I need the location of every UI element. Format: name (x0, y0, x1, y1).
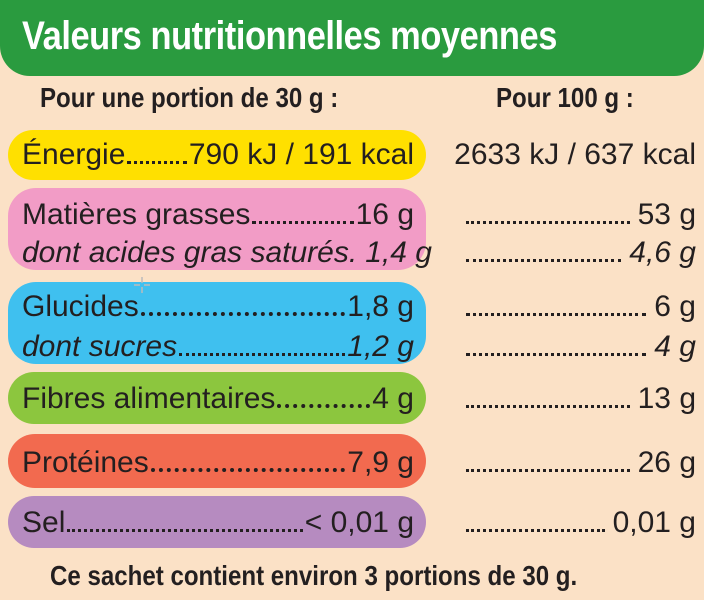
row-fibre: Fibres alimentaires 4 g (22, 376, 414, 416)
table-title: Valeurs nutritionnelles moyennes (22, 14, 557, 58)
row-salt: Sel < 0,01 g (22, 500, 414, 540)
row-per100-value: 4,6 g (629, 236, 696, 269)
row-energy-per100: 2633 kJ / 637 kcal (454, 132, 696, 172)
row-label: dont sucres (22, 330, 178, 363)
row-protein-per100: 26 g (466, 440, 696, 480)
row-portion-value: < 0,01 g (304, 506, 414, 539)
row-fat-per100: 53 g (466, 192, 696, 232)
row-per100-value: 26 g (637, 446, 696, 479)
energy-pill (8, 130, 426, 180)
row-label: dont acides gras saturés. (22, 236, 358, 269)
row-sugars-per100: 4 g (466, 324, 696, 364)
row-portion-value: 1,2 g (347, 330, 414, 363)
dot-leader (466, 529, 605, 532)
row-portion-value: 16 g (355, 198, 414, 231)
row-fibre-per100: 13 g (466, 376, 696, 416)
dot-leader (127, 161, 187, 164)
dot-leader (466, 313, 647, 316)
row-per100-value: 4 g (654, 330, 696, 363)
row-carbs-per100: 6 g (466, 284, 696, 324)
row-portion-value: 7,9 g (347, 446, 414, 479)
portion-note: Ce sachet contient environ 3 portions de… (50, 560, 578, 591)
row-label: Matières grasses (22, 198, 251, 231)
dot-leader (252, 221, 354, 224)
dot-leader (466, 221, 630, 224)
row-saturated-per100: 4,6 g (466, 230, 696, 270)
dot-leader (466, 259, 622, 262)
dot-leader (277, 404, 371, 408)
dot-leader (466, 405, 630, 408)
protein-pill (8, 434, 426, 488)
fat-pill (8, 188, 426, 270)
row-portion-value: 790 kJ / 191 kcal (188, 138, 414, 171)
row-sugars: dont sucres 1,2 g (22, 324, 414, 364)
dot-leader (140, 312, 346, 316)
row-protein: Protéines 7,9 g (22, 440, 414, 480)
dot-leader (179, 353, 346, 356)
dot-leader (466, 353, 647, 356)
fibre-pill (8, 372, 426, 424)
dot-leader (150, 468, 346, 472)
row-label: Fibres alimentaires (22, 382, 276, 415)
crosshair-cursor-icon (134, 277, 150, 293)
row-portion-value: 1,4 g (365, 236, 432, 269)
dot-leader (67, 529, 303, 532)
row-per100-value: 13 g (637, 382, 696, 415)
row-fat: Matières grasses 16 g (22, 192, 414, 232)
dot-leader (466, 469, 630, 472)
row-salt-per100: 0,01 g (466, 500, 696, 540)
row-label: Protéines (22, 446, 149, 479)
row-saturated: dont acides gras saturés. 1,4 g (22, 230, 432, 270)
header-portion: Pour une portion de 30 g : (40, 82, 339, 113)
row-label: Glucides (22, 290, 139, 323)
row-per100-value: 53 g (637, 198, 696, 231)
row-per100-value: 2633 kJ / 637 kcal (454, 138, 696, 171)
title-banner: Valeurs nutritionnelles moyennes (0, 0, 704, 76)
carbs-pill (8, 282, 426, 364)
row-portion-value: 4 g (372, 382, 414, 415)
row-label: Énergie (22, 138, 126, 171)
row-carbs: Glucides 1,8 g (22, 284, 414, 324)
row-label: Sel (22, 506, 66, 539)
row-portion-value: 1,8 g (347, 290, 414, 323)
row-per100-value: 6 g (654, 290, 696, 323)
row-energy: Énergie 790 kJ / 191 kcal (22, 132, 414, 172)
salt-pill (8, 496, 426, 548)
row-per100-value: 0,01 g (612, 506, 696, 539)
header-per100: Pour 100 g : (496, 82, 634, 113)
